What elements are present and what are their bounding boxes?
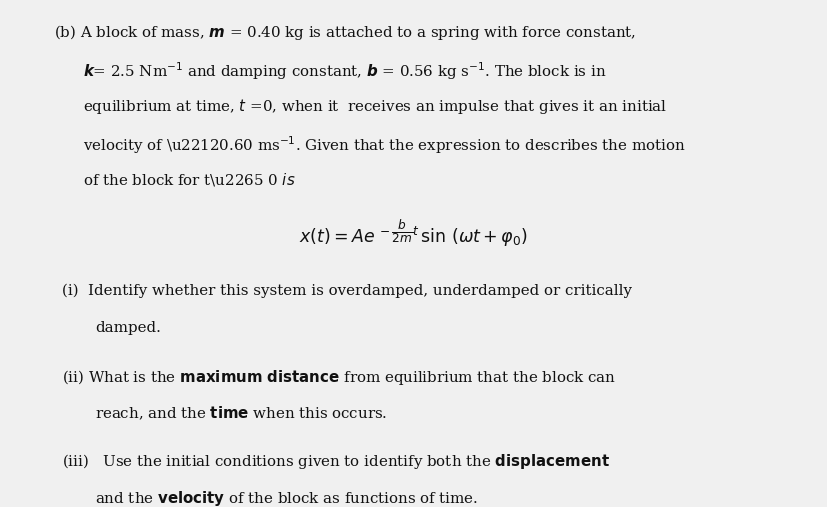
Text: and the $\mathbf{velocity}$ of the block as functions of time.: and the $\mathbf{velocity}$ of the block… bbox=[95, 489, 478, 507]
Text: velocity of \u22120.60 ms$^{-1}$. Given that the expression to describes the mot: velocity of \u22120.60 ms$^{-1}$. Given … bbox=[83, 134, 686, 156]
Text: (b) A block of mass, $\boldsymbol{m}$ = 0.40 kg is attached to a spring with for: (b) A block of mass, $\boldsymbol{m}$ = … bbox=[54, 23, 636, 42]
Text: reach, and the $\mathbf{time}$ when this occurs.: reach, and the $\mathbf{time}$ when this… bbox=[95, 405, 387, 422]
Text: (i)  Identify whether this system is overdamped, underdamped or critically: (i) Identify whether this system is over… bbox=[62, 284, 632, 298]
Text: equilibrium at time, $t$ =0, when it  receives an impulse that gives it an initi: equilibrium at time, $t$ =0, when it rec… bbox=[83, 97, 667, 116]
Text: (ii) What is the $\mathbf{maximum\ distance}$ from equilibrium that the block ca: (ii) What is the $\mathbf{maximum\ dista… bbox=[62, 368, 616, 387]
Text: $x(t) = Ae^{\,-\dfrac{b}{2m}t}\, \sin\,(\omega t + \varphi_0)$: $x(t) = Ae^{\,-\dfrac{b}{2m}t}\, \sin\,(… bbox=[299, 218, 528, 248]
Text: damped.: damped. bbox=[95, 321, 161, 335]
Text: (iii)   Use the initial conditions given to identify both the $\mathbf{displacem: (iii) Use the initial conditions given t… bbox=[62, 452, 610, 471]
Text: of the block for t\u2265 0 $\mathit{is}$: of the block for t\u2265 0 $\mathit{is}$ bbox=[83, 171, 295, 188]
Text: $\boldsymbol{k}$= 2.5 Nm$^{-1}$ and damping constant, $\boldsymbol{b}$ = 0.56 kg: $\boldsymbol{k}$= 2.5 Nm$^{-1}$ and damp… bbox=[83, 60, 606, 82]
